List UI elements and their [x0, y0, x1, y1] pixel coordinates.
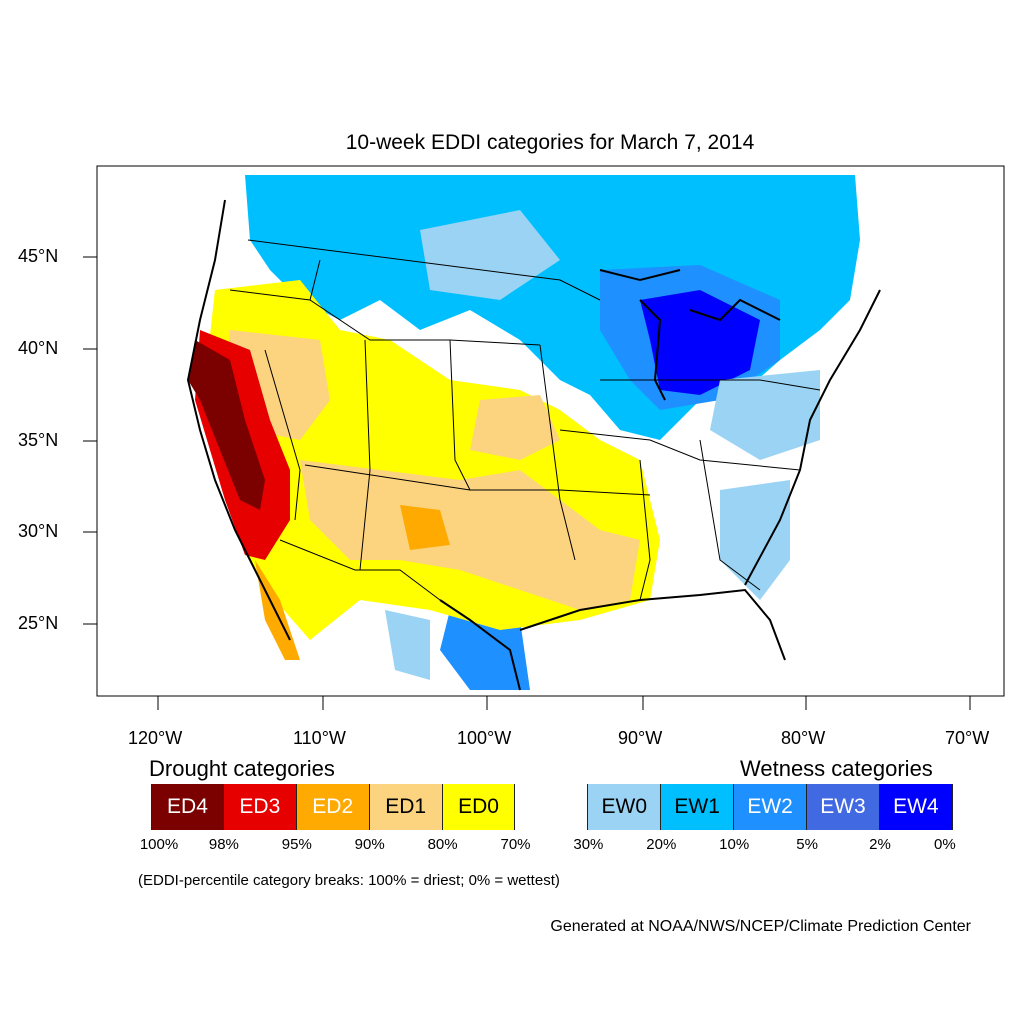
- wet-southeast: [720, 480, 790, 600]
- wet-mexico: [385, 610, 430, 680]
- lon-label-90: 90°W: [618, 728, 663, 748]
- category-note: (EDDI-percentile category breaks: 100% =…: [138, 872, 560, 889]
- percentile-label: 10%: [719, 836, 750, 853]
- lon-label-120: 120°W: [128, 728, 183, 748]
- percentile-label: 20%: [646, 836, 677, 853]
- wet-texas-coast: [440, 610, 530, 690]
- legend-box-ed0: ED0: [442, 784, 516, 830]
- legend-box-ew3: EW3: [807, 784, 880, 830]
- percentile-label: 100%: [139, 836, 179, 853]
- dry-ed4-region: [188, 340, 265, 510]
- wet-deep-lakes: [640, 290, 760, 395]
- legend-box-neutral: [515, 784, 589, 830]
- map-border: [96, 165, 1005, 697]
- boundaries: [229, 239, 821, 601]
- percentile-label: 2%: [869, 836, 891, 853]
- lat-ticks: [83, 256, 97, 625]
- legend-box-ew0: EW0: [588, 784, 662, 830]
- coastlines: [186, 199, 881, 691]
- percentile-label: 90%: [354, 836, 385, 853]
- map-title: 10-week EDDI categories for March 7, 201…: [345, 131, 755, 154]
- percentile-label: 70%: [500, 836, 531, 853]
- lon-ticks: [157, 696, 971, 710]
- category-legend: ED4 ED3 ED2 ED1 ED0 EW0 EW1 EW2 EW3 EW4: [151, 784, 953, 830]
- drought-categories-title: Drought categories: [149, 756, 335, 781]
- credit-line: Generated at NOAA/NWS/NCEP/Climate Predi…: [550, 918, 971, 935]
- lat-label-35: 35°N: [18, 430, 59, 450]
- lon-label-80: 80°W: [781, 728, 826, 748]
- wet-light-band: [420, 210, 560, 300]
- dry-baja: [255, 560, 300, 660]
- lat-label-25: 25°N: [18, 613, 59, 633]
- legend-box-ew4: EW4: [879, 784, 953, 830]
- percentile-label: 0%: [934, 836, 956, 853]
- percentile-label: 98%: [208, 836, 239, 853]
- legend-box-ed4: ED4: [151, 784, 224, 830]
- lat-label-45: 45°N: [18, 246, 59, 266]
- legend-box-ed3: ED3: [223, 784, 297, 830]
- wet-east-light: [710, 370, 820, 460]
- percentile-label: 80%: [427, 836, 458, 853]
- legend-box-ed2: ED2: [296, 784, 370, 830]
- percentile-label: 30%: [573, 836, 604, 853]
- percentile-label: 95%: [281, 836, 312, 853]
- lon-label-70: 70°W: [945, 728, 990, 748]
- percentile-label: 5%: [796, 836, 818, 853]
- legend-box-ew2: EW2: [734, 784, 808, 830]
- legend-box-ew1: EW1: [661, 784, 735, 830]
- dry-ed2-region: [400, 505, 450, 550]
- lat-label-40: 40°N: [18, 338, 59, 358]
- legend-box-ed1: ED1: [369, 784, 443, 830]
- wetness-categories-title: Wetness categories: [740, 756, 933, 781]
- lon-label-100: 100°W: [457, 728, 512, 748]
- dry-ed1-region: [300, 460, 640, 610]
- dry-ed1-plains: [470, 395, 560, 460]
- lat-label-30: 30°N: [18, 521, 59, 541]
- lon-label-110: 110°W: [293, 728, 346, 748]
- eddi-field: [186, 170, 881, 695]
